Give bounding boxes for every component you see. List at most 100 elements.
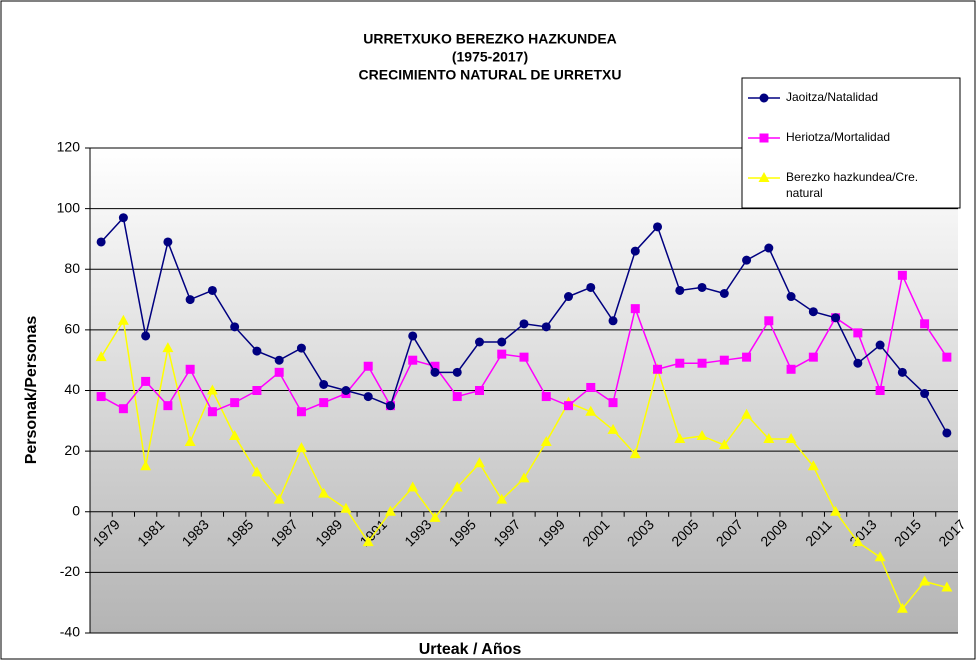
marker — [408, 355, 418, 365]
marker — [808, 307, 818, 317]
marker — [140, 460, 152, 471]
marker — [519, 352, 529, 362]
marker — [118, 404, 128, 414]
marker — [697, 358, 707, 368]
marker — [497, 337, 507, 347]
marker — [852, 536, 864, 547]
marker — [585, 405, 597, 416]
marker — [630, 304, 640, 314]
marker — [742, 352, 752, 362]
marker — [607, 423, 619, 434]
marker — [897, 270, 907, 280]
marker — [920, 319, 930, 329]
marker — [473, 457, 485, 468]
marker — [185, 364, 195, 374]
y-tick-label: 40 — [64, 381, 80, 397]
marker — [230, 322, 240, 332]
marker — [185, 295, 195, 305]
marker — [274, 367, 284, 377]
marker — [497, 349, 507, 359]
marker — [785, 433, 797, 443]
marker — [319, 379, 329, 389]
marker — [341, 386, 351, 395]
y-tick-label: -40 — [60, 624, 80, 640]
marker — [920, 389, 930, 399]
marker — [363, 392, 373, 402]
marker — [229, 429, 241, 440]
marker — [586, 382, 596, 392]
marker — [719, 355, 729, 365]
marker — [759, 93, 769, 103]
title: CRECIMIENTO NATURAL DE URRETXU — [359, 67, 622, 83]
title: URRETXUKO BEREZKO HAZKUNDEA — [363, 31, 617, 47]
marker — [451, 481, 463, 492]
marker — [496, 493, 508, 504]
marker — [273, 493, 285, 504]
legend-label-part: Berezko hazkundea/Cre. — [786, 170, 918, 184]
marker — [474, 386, 484, 395]
marker — [141, 331, 151, 341]
marker — [831, 313, 841, 323]
marker — [697, 282, 707, 292]
marker — [696, 429, 708, 440]
marker — [96, 392, 106, 402]
marker — [674, 433, 686, 443]
marker — [630, 246, 640, 256]
marker — [807, 460, 819, 471]
marker — [430, 361, 440, 371]
marker — [452, 392, 462, 402]
marker — [808, 352, 818, 362]
marker — [675, 285, 685, 295]
marker — [875, 386, 885, 395]
marker — [296, 407, 306, 417]
marker — [206, 384, 218, 395]
marker — [519, 319, 529, 329]
marker — [474, 337, 484, 347]
marker — [853, 358, 863, 368]
marker — [407, 481, 419, 492]
marker — [541, 392, 551, 402]
x-label: Urteak / Años — [419, 641, 522, 658]
y-tick-label: 100 — [57, 199, 81, 215]
marker — [629, 448, 641, 459]
y-tick-label: 0 — [72, 502, 80, 518]
y-tick-label: 80 — [64, 260, 80, 276]
series — [96, 213, 952, 438]
marker — [163, 237, 173, 247]
marker — [118, 213, 128, 223]
series — [95, 314, 953, 613]
marker — [230, 398, 240, 408]
marker — [408, 331, 418, 341]
title: (1975-2017) — [452, 49, 528, 65]
legend-label-part: natural — [786, 186, 823, 200]
marker — [540, 436, 552, 447]
legend-box — [741, 77, 961, 209]
marker — [452, 367, 462, 377]
marker — [896, 602, 908, 613]
marker — [207, 407, 217, 417]
marker — [207, 285, 217, 295]
marker — [319, 398, 329, 408]
marker — [384, 505, 396, 516]
marker — [362, 536, 374, 547]
marker — [429, 511, 441, 522]
y-tick-label: 60 — [64, 321, 80, 337]
marker — [564, 292, 574, 302]
marker — [719, 289, 729, 298]
marker — [758, 172, 770, 182]
marker — [653, 222, 663, 232]
y-tick-label: 120 — [57, 139, 81, 155]
marker — [763, 433, 775, 443]
y-tick-label: 20 — [64, 442, 80, 458]
marker — [875, 340, 885, 350]
legend-label: Berezko hazkundea/Cre. natural — [786, 170, 918, 200]
marker — [251, 466, 263, 477]
marker — [564, 401, 574, 411]
marker — [941, 581, 953, 592]
marker — [184, 436, 196, 447]
marker — [518, 472, 530, 483]
legend: Jaoitza/Natalidad Heriotza/Mortalidad Bere… — [741, 77, 961, 209]
marker — [296, 343, 306, 353]
marker — [608, 316, 618, 326]
